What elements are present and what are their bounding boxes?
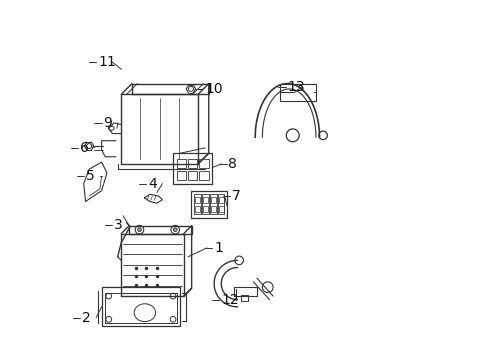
Bar	[188, 159, 197, 168]
Bar	[194, 194, 201, 214]
Text: 8: 8	[228, 157, 237, 171]
Bar	[203, 197, 207, 203]
Bar	[173, 153, 212, 184]
Bar	[280, 84, 315, 102]
Bar	[241, 295, 247, 301]
Text: 4: 4	[148, 176, 157, 190]
Text: 9: 9	[103, 116, 112, 130]
Bar	[190, 191, 226, 217]
Bar	[233, 287, 257, 296]
Bar	[218, 197, 224, 203]
Bar	[195, 197, 200, 203]
Bar	[176, 171, 185, 180]
Text: 6: 6	[80, 141, 89, 155]
Text: 7: 7	[231, 189, 240, 203]
Bar	[199, 171, 208, 180]
Text: 10: 10	[205, 82, 223, 96]
Text: 5: 5	[85, 170, 94, 184]
Bar	[202, 194, 208, 214]
Text: 2: 2	[82, 311, 91, 324]
Text: 3: 3	[114, 218, 122, 231]
Bar	[203, 206, 207, 212]
Circle shape	[138, 228, 141, 231]
Bar	[188, 171, 197, 180]
Circle shape	[173, 228, 177, 231]
Bar	[210, 197, 216, 203]
Text: 11: 11	[98, 55, 116, 69]
Bar	[210, 206, 216, 212]
Text: 13: 13	[287, 80, 305, 94]
Bar	[195, 206, 200, 212]
Bar	[176, 159, 185, 168]
Bar	[210, 194, 216, 214]
Bar	[218, 194, 224, 214]
Text: 12: 12	[221, 293, 239, 307]
Bar	[218, 206, 224, 212]
Text: 1: 1	[214, 241, 223, 255]
Bar	[199, 159, 208, 168]
